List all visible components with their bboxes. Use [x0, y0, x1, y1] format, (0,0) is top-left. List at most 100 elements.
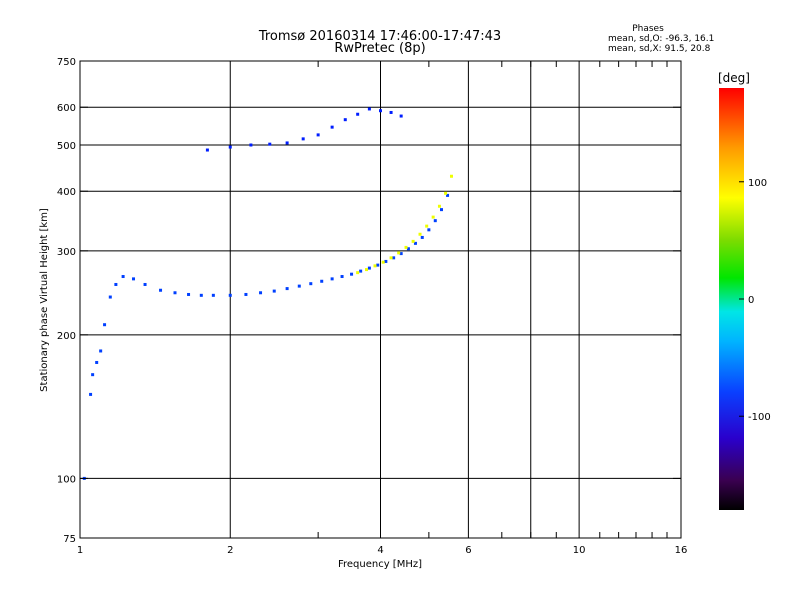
data-point	[433, 219, 437, 223]
y-tick-label: 750	[57, 57, 76, 68]
y-axis-label: Stationary phase Virtual Height [km]	[39, 208, 50, 392]
data-point	[89, 392, 93, 396]
data-point	[343, 118, 347, 122]
colorbar-label: [deg]	[718, 71, 750, 85]
colorbar-ticks: 100 0 -100	[739, 178, 771, 423]
phases-o-stats: mean, sd,O: -96.3, 16.1	[608, 34, 714, 44]
data-point	[367, 266, 371, 270]
data-point	[406, 247, 410, 251]
data-point	[379, 109, 382, 113]
data-point	[211, 293, 215, 297]
colorbar-tick-label: 100	[748, 178, 767, 189]
y-tick-label: 500	[57, 141, 76, 152]
data-point	[301, 137, 305, 141]
data-point	[132, 277, 136, 281]
data-point	[446, 193, 450, 197]
data-point	[272, 289, 276, 293]
data-point	[384, 259, 388, 263]
data-point	[381, 260, 385, 264]
data-point	[143, 282, 147, 286]
x-axis-label: Frequency [MHz]	[338, 559, 422, 570]
y-tick-label: 200	[57, 331, 76, 342]
y-tick-label: 300	[57, 247, 76, 258]
data-point	[399, 114, 403, 118]
axis-ticks	[80, 60, 681, 539]
data-point	[389, 256, 393, 260]
data-point	[437, 204, 441, 208]
chart-subtitle: RwPretec (8p)	[334, 41, 425, 56]
data-point	[449, 174, 453, 178]
data-point	[356, 112, 360, 116]
data-point	[259, 291, 263, 295]
data-point	[95, 360, 99, 364]
data-point	[244, 292, 248, 296]
data-point	[373, 264, 377, 268]
data-point	[340, 275, 344, 279]
data-point	[228, 145, 232, 149]
y-tick-labels: 75 100 200 300 400 500 600 750	[57, 57, 76, 545]
data-point	[285, 287, 289, 291]
x-tick-label: 10	[573, 545, 586, 556]
data-point	[173, 291, 177, 295]
data-point	[285, 141, 289, 145]
phases-x-stats: mean, sd,X: 91.5, 20.8	[608, 44, 711, 54]
data-point	[91, 373, 95, 377]
data-point	[99, 349, 103, 353]
data-point	[268, 142, 272, 146]
data-point	[297, 284, 301, 288]
data-point	[425, 224, 429, 228]
x-tick-label: 6	[465, 545, 471, 556]
data-point	[399, 252, 403, 256]
data-point	[440, 208, 444, 212]
data-point	[121, 275, 125, 279]
data-point	[103, 323, 107, 327]
x-tick-label: 1	[77, 545, 83, 556]
chart-title: Tromsø 20160314 17:46:00-17:47:43	[258, 29, 501, 44]
data-points	[82, 107, 453, 480]
x-tick-label: 2	[227, 545, 233, 556]
plot-frame	[79, 60, 682, 539]
data-point	[397, 251, 401, 255]
colorbar-tick-label: 0	[748, 295, 754, 306]
data-point	[431, 215, 435, 219]
data-point	[330, 125, 334, 129]
data-point	[418, 232, 422, 236]
data-point	[427, 228, 431, 232]
data-point	[365, 268, 369, 272]
data-point	[420, 235, 424, 239]
data-point	[316, 133, 320, 137]
grid-lines	[80, 61, 681, 538]
phases-heading: Phases	[632, 24, 664, 34]
data-point	[320, 279, 324, 283]
x-tick-labels: 1 2 4 6 10 16	[77, 545, 688, 556]
data-point	[444, 191, 448, 195]
y-tick-label: 400	[57, 187, 76, 198]
data-point	[187, 292, 191, 296]
data-point	[367, 107, 371, 111]
data-point	[376, 263, 380, 267]
data-point	[389, 110, 393, 114]
data-point	[392, 256, 396, 260]
y-tick-label: 600	[57, 103, 76, 114]
data-point	[249, 143, 253, 147]
data-point	[413, 241, 417, 245]
data-point	[404, 245, 408, 249]
data-point	[199, 293, 203, 297]
data-point	[309, 282, 313, 286]
y-tick-label: 75	[63, 534, 76, 545]
x-tick-label: 16	[675, 545, 688, 556]
data-point	[359, 269, 363, 273]
y-tick-label: 100	[57, 474, 76, 485]
data-point	[205, 148, 209, 152]
colorbar-tick-label: -100	[748, 412, 771, 423]
data-point	[350, 272, 354, 276]
data-point	[114, 282, 118, 286]
data-point	[411, 239, 415, 243]
data-point	[228, 293, 232, 297]
data-point	[356, 271, 360, 275]
x-tick-label: 4	[377, 545, 383, 556]
data-point	[159, 288, 163, 292]
data-point	[330, 277, 334, 281]
data-point	[108, 295, 112, 299]
